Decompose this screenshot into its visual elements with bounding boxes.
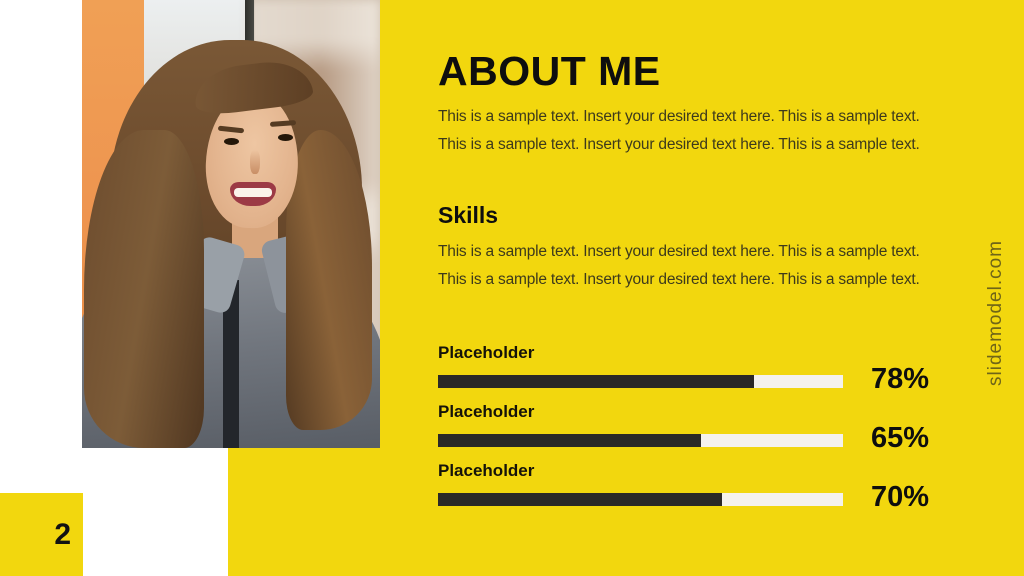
- skill-row: Placeholder 78%: [438, 343, 943, 394]
- photo-hair-strand-left: [84, 130, 204, 448]
- watermark-text: slidemodel.com: [985, 240, 1006, 386]
- skill-bar-fill: [438, 493, 722, 506]
- skill-bar-track: [438, 493, 843, 506]
- portrait-photo: [82, 0, 380, 448]
- skill-bar-track: [438, 434, 843, 447]
- skill-bars-list: Placeholder 78% Placeholder 65% Placehol…: [438, 343, 943, 512]
- intro-paragraph: This is a sample text. Insert your desir…: [438, 108, 920, 153]
- skill-percent: 70%: [870, 481, 929, 513]
- page-number-badge: 2: [0, 493, 83, 576]
- skill-percent: 65%: [870, 422, 929, 454]
- skill-percent: 78%: [870, 363, 929, 395]
- skills-heading: Skills: [438, 202, 499, 228]
- photo-hair-strand-right: [286, 130, 372, 430]
- skill-bar-track: [438, 375, 843, 388]
- photo-eye-right: [278, 134, 293, 141]
- skill-label: Placeholder: [438, 461, 535, 480]
- skill-label: Placeholder: [438, 402, 535, 421]
- page-number: 2: [54, 517, 71, 551]
- slide-title: ABOUT ME: [438, 48, 661, 94]
- photo-eye-left: [224, 138, 239, 145]
- content-column: ABOUT ME This is a sample text. Insert y…: [438, 0, 943, 576]
- photo-smile: [230, 182, 276, 206]
- skills-paragraph: This is a sample text. Insert your desir…: [438, 243, 920, 288]
- photo-nose: [250, 150, 260, 174]
- skill-label: Placeholder: [438, 343, 535, 362]
- skill-row: Placeholder 70%: [438, 461, 943, 512]
- photo-teeth: [234, 188, 272, 197]
- skill-bar-fill: [438, 375, 754, 388]
- skill-bar-fill: [438, 434, 702, 447]
- photo-blazer-zip: [223, 280, 239, 448]
- skill-row: Placeholder 65%: [438, 402, 943, 453]
